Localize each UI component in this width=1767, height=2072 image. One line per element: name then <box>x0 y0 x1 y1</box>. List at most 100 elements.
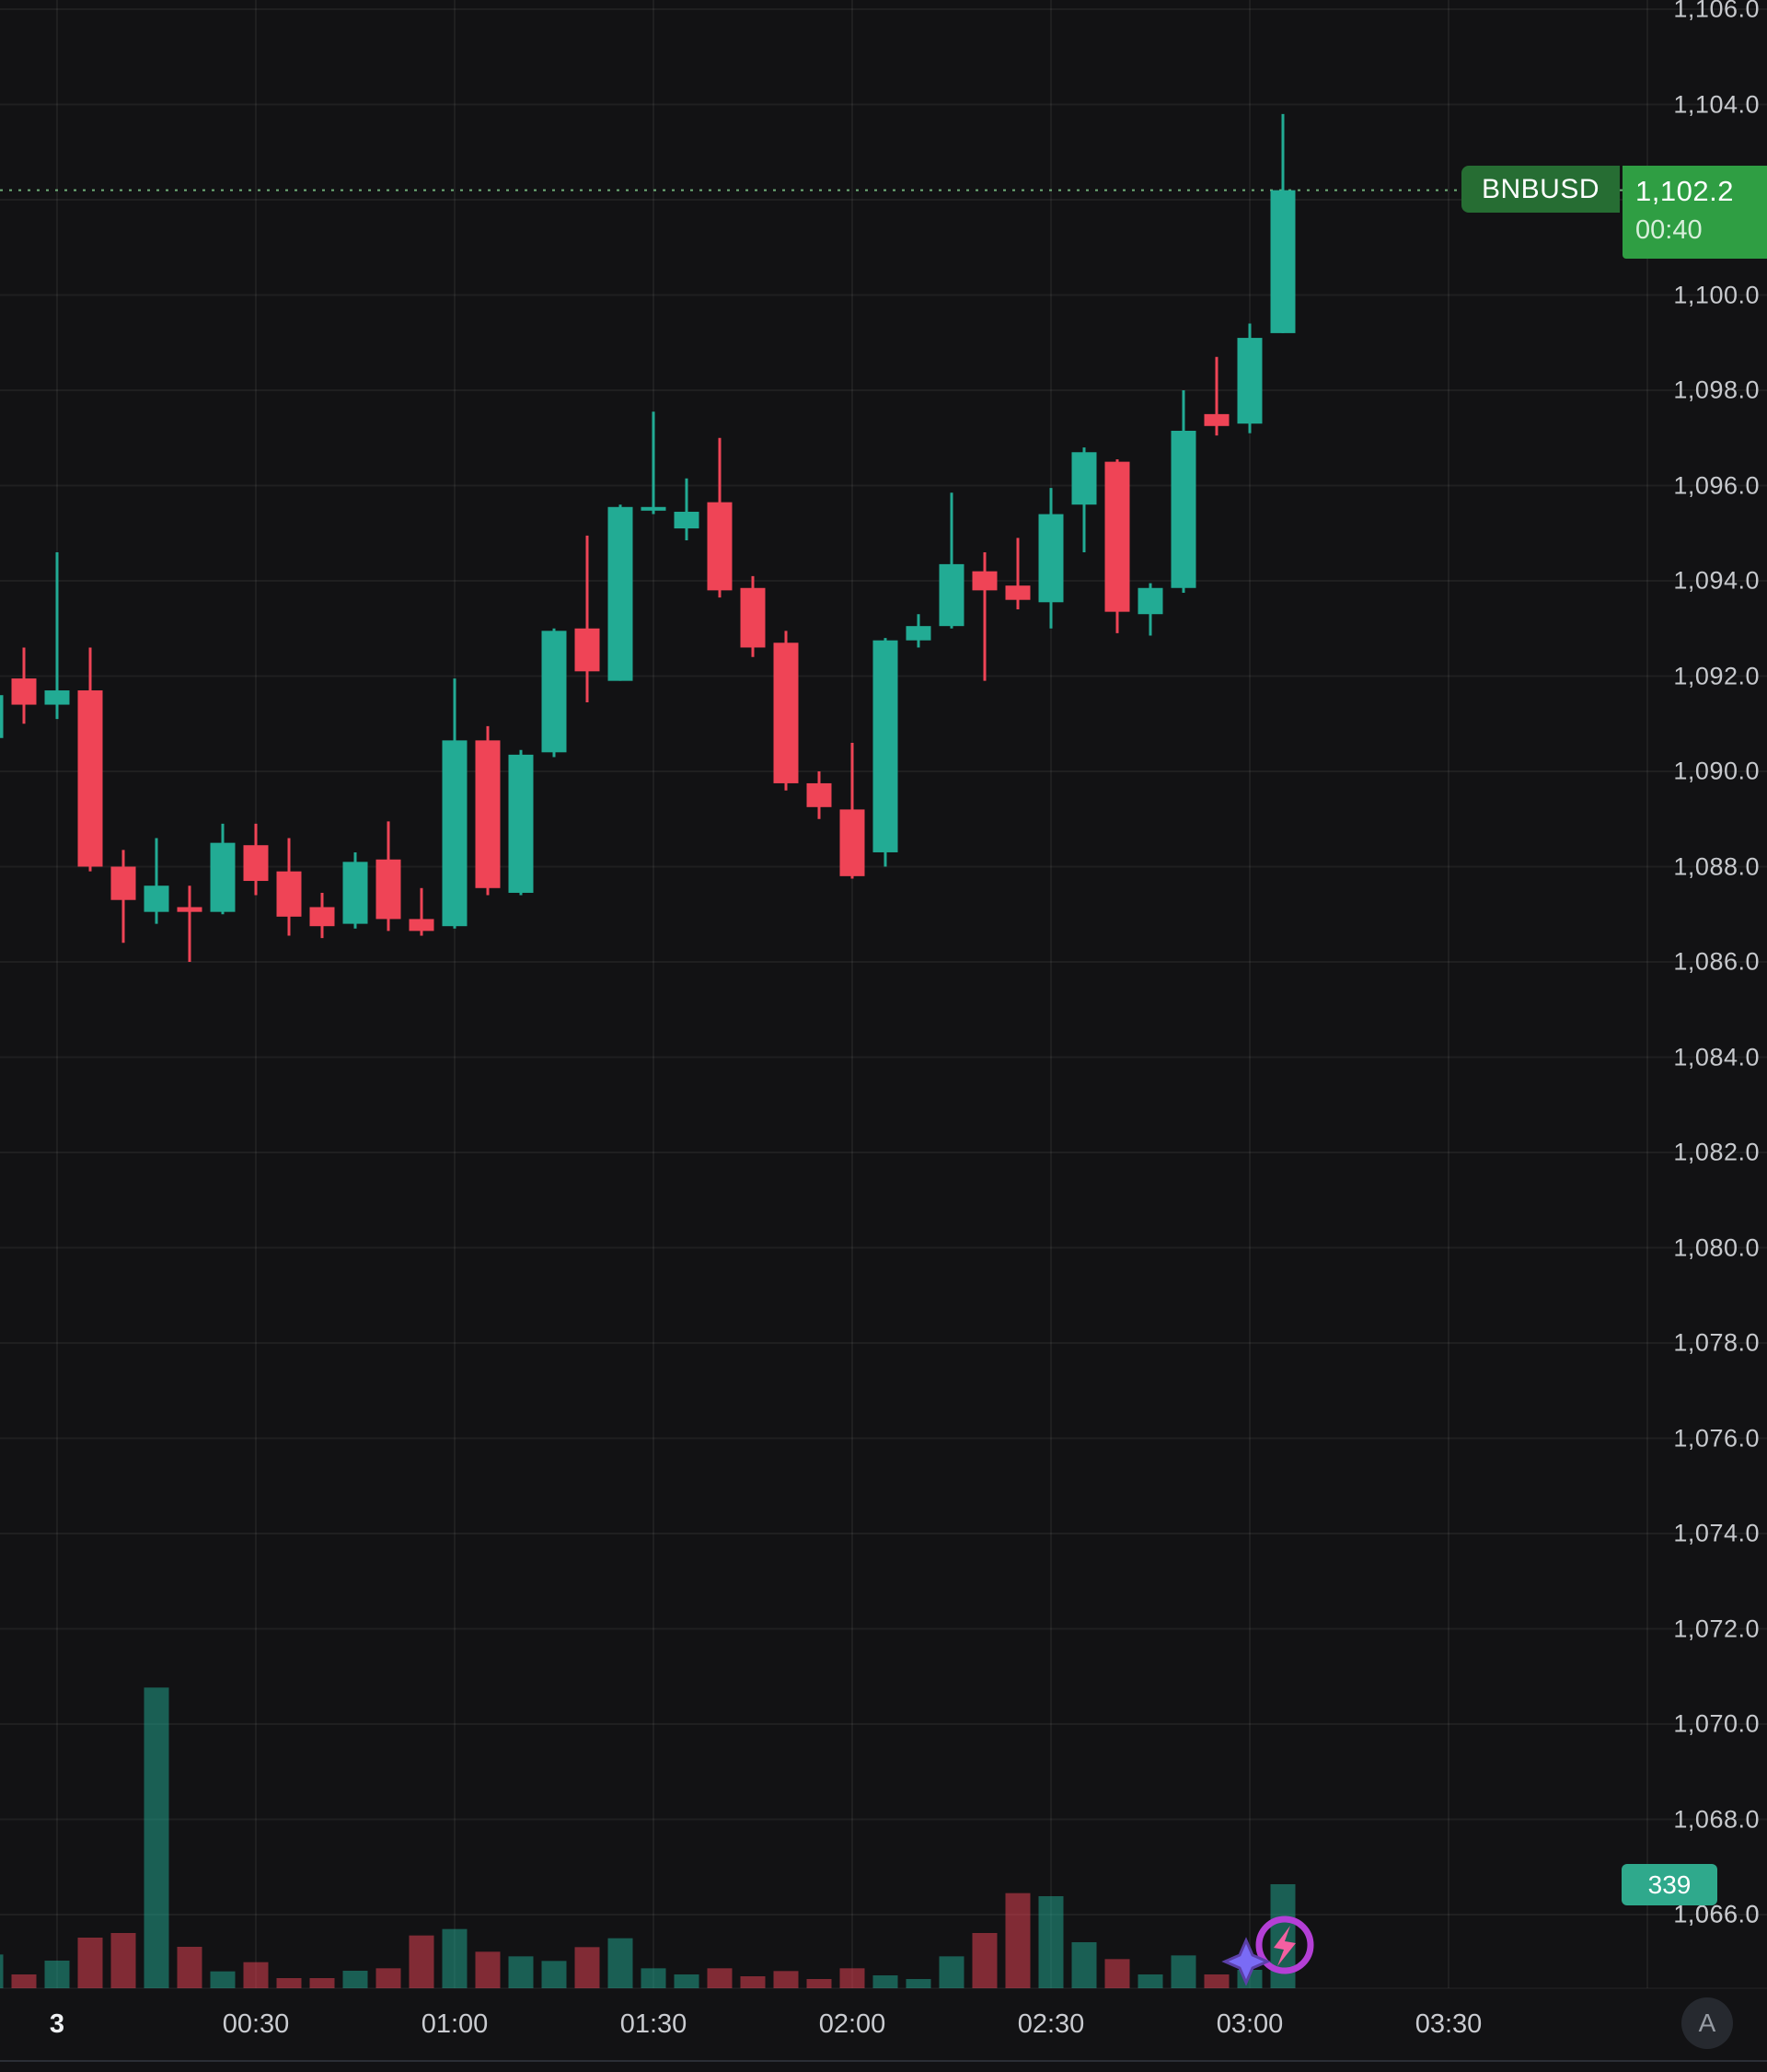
price-tick-label: 1,096.0 <box>1673 471 1760 499</box>
candle-body <box>1270 190 1296 333</box>
volume-bar <box>1071 1942 1097 1988</box>
candle-body <box>210 842 236 912</box>
candle-body <box>11 678 37 705</box>
candle-body <box>972 571 998 591</box>
price-tick-label: 1,076.0 <box>1673 1424 1760 1452</box>
candle-body <box>773 642 799 783</box>
candle-body <box>1204 413 1230 426</box>
last-price-value: 1,102.2 <box>1635 175 1734 207</box>
volume-bar <box>409 1935 434 1988</box>
time-tick-label: 03:30 <box>1415 2009 1483 2039</box>
volume-bar <box>144 1687 169 1988</box>
price-tick-label: 1,094.0 <box>1673 566 1760 595</box>
volume-bar <box>276 1978 302 1988</box>
candle-body <box>541 631 567 753</box>
candle-body <box>276 871 302 917</box>
volume-bar <box>210 1971 236 1988</box>
candle-body <box>110 866 136 900</box>
price-tick-label: 1,100.0 <box>1673 281 1760 308</box>
bottom-divider <box>0 2060 1767 2062</box>
volume-bar <box>243 1962 269 1988</box>
candle-body <box>707 502 733 591</box>
volume-bar <box>773 1971 799 1988</box>
symbol-badge[interactable]: BNBUSD <box>1461 166 1620 213</box>
boost-ring <box>1255 1916 1314 1974</box>
volume-bar <box>442 1928 468 1988</box>
volume-bar <box>77 1938 103 1988</box>
volume-bar <box>1171 1955 1196 1988</box>
volume-bar <box>740 1976 766 1988</box>
time-tick-label: 02:30 <box>1017 2009 1085 2039</box>
volume-bar <box>541 1961 567 1988</box>
volume-bar <box>1005 1893 1031 1988</box>
candle-body <box>906 626 931 641</box>
volume-bar <box>1038 1896 1064 1988</box>
price-tick-label: 1,088.0 <box>1673 852 1760 880</box>
bolt-glyph <box>1274 1926 1296 1966</box>
candle-body <box>1038 514 1064 603</box>
candle-body <box>77 690 103 867</box>
price-tick-label: 1,104.0 <box>1673 90 1760 118</box>
volume-bar <box>707 1968 733 1988</box>
candle-body <box>1104 461 1130 612</box>
volume-bar <box>11 1974 37 1988</box>
volume-bar <box>872 1975 898 1988</box>
volume-bar <box>1104 1959 1130 1988</box>
candle-body <box>342 862 368 924</box>
candle-body <box>442 740 468 927</box>
time-tick-label: 3 <box>49 2009 65 2039</box>
volume-bar <box>972 1933 998 1988</box>
price-tick-label: 1,106.0 <box>1673 0 1760 23</box>
price-tick-label: 1,072.0 <box>1673 1615 1760 1642</box>
candle-body <box>177 907 202 912</box>
price-tick-label: 1,086.0 <box>1673 947 1760 976</box>
price-tick-label: 1,068.0 <box>1673 1805 1760 1833</box>
candle-body <box>44 690 70 705</box>
volume-bar <box>342 1971 368 1988</box>
last-price-badge: 1,102.2 00:40 <box>1623 166 1767 259</box>
time-tick-label: 01:30 <box>619 2009 687 2039</box>
volume-bar <box>309 1978 335 1988</box>
volume-bar <box>110 1933 136 1988</box>
candle-body <box>1171 430 1196 588</box>
candle-body <box>607 506 633 681</box>
volume-bar <box>0 1954 4 1988</box>
volume-bar <box>1138 1974 1163 1988</box>
volume-bar <box>508 1956 534 1988</box>
auto-scale-button[interactable]: A <box>1681 1997 1733 2049</box>
price-tick-label: 1,082.0 <box>1673 1138 1760 1166</box>
candle-body <box>1071 452 1097 505</box>
lightning-boost-icon[interactable] <box>1217 1913 1318 1988</box>
price-tick-label: 1,080.0 <box>1673 1233 1760 1261</box>
time-tick-label: 01:00 <box>421 2009 489 2039</box>
volume-bar <box>375 1968 401 1988</box>
time-tick-label: 02:00 <box>818 2009 886 2039</box>
candle-body <box>1005 585 1031 600</box>
candle-body <box>475 740 501 888</box>
price-tick-label: 1,070.0 <box>1673 1709 1760 1738</box>
volume-bar <box>1204 1974 1230 1988</box>
candle-body <box>375 859 401 920</box>
candle-body <box>0 695 4 738</box>
time-tick-label: 03:00 <box>1216 2009 1284 2039</box>
price-tick-label: 1,084.0 <box>1673 1043 1760 1071</box>
candle-body <box>641 506 666 511</box>
volume-bar <box>939 1956 964 1988</box>
volume-bar <box>177 1947 202 1988</box>
candle-body <box>872 640 898 852</box>
volume-bar <box>607 1938 633 1988</box>
volume-bar <box>641 1968 666 1988</box>
candle-body <box>144 886 169 912</box>
volume-bar <box>806 1979 832 1988</box>
price-tick-label: 1,074.0 <box>1673 1519 1760 1547</box>
volume-bar <box>44 1961 70 1988</box>
sparkle-star <box>1221 1937 1271 1986</box>
candle-body <box>409 919 434 932</box>
price-tick-label: 1,092.0 <box>1673 662 1760 689</box>
candle-body <box>740 587 766 648</box>
volume-badge: 339 <box>1622 1864 1717 1905</box>
candle-body <box>1138 587 1163 615</box>
